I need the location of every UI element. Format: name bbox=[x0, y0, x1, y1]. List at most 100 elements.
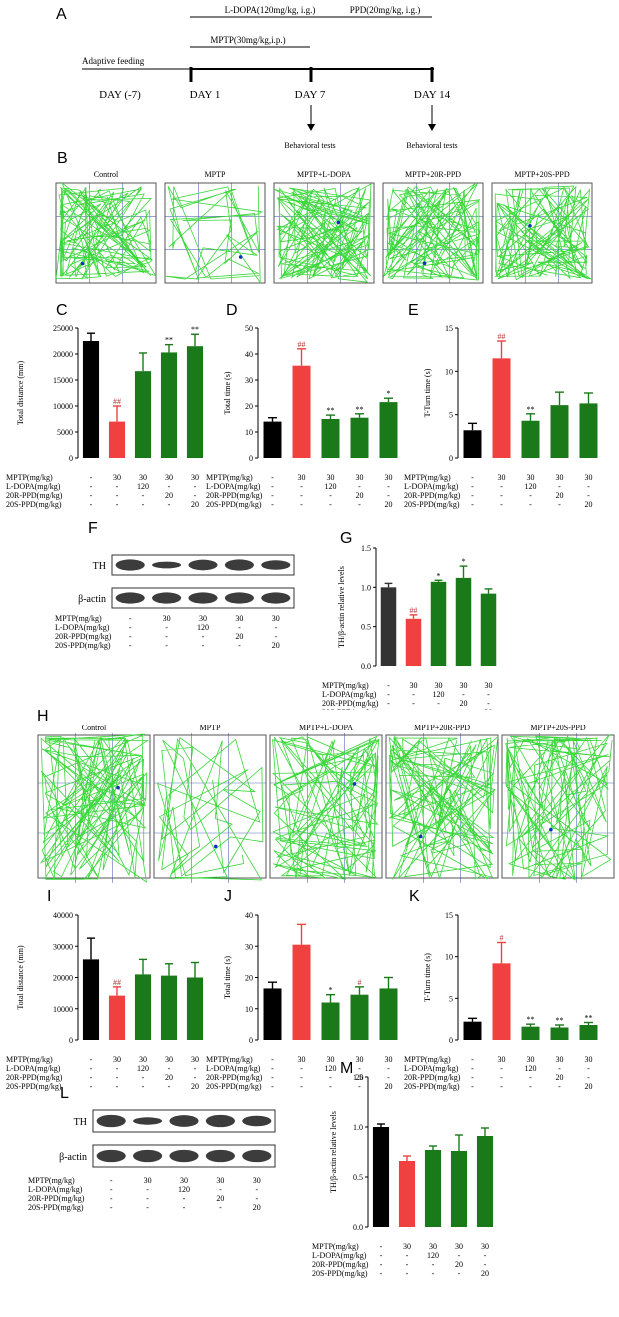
dose-value: 20 bbox=[556, 1073, 564, 1082]
significance-mark: ** bbox=[556, 1016, 564, 1025]
dose-value: - bbox=[529, 1082, 532, 1091]
dose-row-label: L-DOPA(mg/kg) bbox=[28, 1185, 83, 1194]
bar bbox=[463, 430, 482, 458]
adaptive-feeding-label: Adaptive feeding bbox=[82, 56, 145, 66]
track-plot bbox=[164, 182, 266, 284]
y-axis-label: Total time (s) bbox=[223, 956, 232, 999]
dose-value: 20 bbox=[385, 500, 393, 509]
dose-value: - bbox=[387, 1073, 390, 1082]
track-plot bbox=[491, 182, 593, 284]
dose-value: 120 bbox=[525, 1064, 537, 1073]
y-tick-label: 0 bbox=[449, 454, 453, 463]
dose-value: - bbox=[194, 1073, 197, 1082]
track-plot bbox=[385, 733, 499, 883]
dose-value: - bbox=[587, 482, 590, 491]
track-path bbox=[494, 185, 592, 281]
y-tick-label: 0.5 bbox=[361, 623, 371, 632]
dose-value: - bbox=[90, 1055, 93, 1064]
panel-label-d: D bbox=[226, 302, 238, 319]
bar bbox=[492, 963, 511, 1040]
dose-row-label: MPTP(mg/kg) bbox=[6, 473, 53, 482]
track-path bbox=[383, 183, 481, 281]
dose-row-label: 20S-PPD(mg/kg) bbox=[55, 641, 111, 650]
track-path bbox=[504, 734, 613, 881]
dose-row-label: 20S-PPD(mg/kg) bbox=[6, 500, 62, 509]
bar bbox=[579, 403, 598, 458]
dose-value: - bbox=[129, 641, 132, 650]
chart-m: 0.0 0.5 1.0 1.5 TH/β-actin relative levels MP… bbox=[312, 1073, 494, 1278]
significance-mark: ** bbox=[527, 405, 535, 414]
dose-value: - bbox=[146, 1194, 149, 1203]
dose-value: 30 bbox=[435, 681, 443, 690]
y-tick-label: 40 bbox=[245, 350, 253, 359]
dose-value: - bbox=[271, 1064, 274, 1073]
panel-label-j: J bbox=[224, 888, 232, 905]
significance-mark: ** bbox=[527, 1015, 535, 1024]
dose-row-label: 20S-PPD(mg/kg) bbox=[404, 1082, 460, 1091]
dose-value: - bbox=[165, 641, 168, 650]
dose-value: 20 bbox=[556, 491, 564, 500]
dose-value: 20 bbox=[191, 500, 199, 509]
dose-value: 30 bbox=[180, 1176, 188, 1185]
dose-value: - bbox=[116, 491, 119, 500]
dose-value: - bbox=[116, 482, 119, 491]
blot-band bbox=[224, 592, 254, 604]
y-tick-label: 1.0 bbox=[361, 583, 371, 592]
dose-value: - bbox=[437, 708, 440, 710]
y-tick-label: 30 bbox=[245, 376, 253, 385]
y-tick-label: 1.5 bbox=[361, 544, 371, 553]
dose-value: - bbox=[458, 1269, 461, 1278]
y-tick-label: 40 bbox=[245, 911, 253, 920]
dose-row-label: 20R-PPD(mg/kg) bbox=[206, 491, 263, 500]
bar bbox=[160, 975, 178, 1040]
dose-value: - bbox=[300, 500, 303, 509]
significance-mark: ## bbox=[113, 397, 121, 406]
dose-row-label: 20S-PPD(mg/kg) bbox=[206, 500, 262, 509]
dose-value: 30 bbox=[327, 1055, 335, 1064]
significance-mark: * bbox=[387, 389, 391, 398]
dose-value: - bbox=[484, 1260, 487, 1269]
dose-row-label: L-DOPA(mg/kg) bbox=[206, 1064, 261, 1073]
y-tick-label: 10 bbox=[245, 428, 253, 437]
dose-row-label: 20R-PPD(mg/kg) bbox=[28, 1194, 85, 1203]
panel-label-b: B bbox=[57, 150, 68, 167]
dose-value: 30 bbox=[163, 614, 171, 623]
dose-value: 30 bbox=[429, 1242, 437, 1251]
blot-band bbox=[152, 592, 182, 604]
y-tick-label: 0 bbox=[69, 454, 73, 463]
significance-mark: ## bbox=[410, 606, 418, 615]
y-axis-label: TH/β-actin relative levels bbox=[337, 566, 346, 648]
bar bbox=[160, 352, 178, 458]
dose-value: - bbox=[380, 1251, 383, 1260]
y-tick-label: 0.5 bbox=[353, 1173, 363, 1182]
dose-value: - bbox=[300, 1073, 303, 1082]
y-tick-label: 30 bbox=[245, 942, 253, 951]
dose-value: - bbox=[116, 1073, 119, 1082]
bar bbox=[521, 1026, 540, 1040]
track-title: MPTP+20R-PPD bbox=[414, 725, 470, 732]
dose-row-label: MPTP(mg/kg) bbox=[322, 681, 369, 690]
dose-row-label: 20R-PPD(mg/kg) bbox=[322, 699, 379, 708]
bar bbox=[82, 341, 100, 458]
dose-value: 30 bbox=[498, 473, 506, 482]
y-tick-label: 50 bbox=[245, 324, 253, 333]
dose-row-label: L-DOPA(mg/kg) bbox=[6, 1064, 61, 1073]
dose-value: 20 bbox=[481, 1269, 489, 1278]
y-tick-label: 20 bbox=[245, 402, 253, 411]
dose-value: - bbox=[142, 491, 145, 500]
dose-value: 30 bbox=[298, 1055, 306, 1064]
panel-label-i: I bbox=[47, 888, 52, 905]
dose-row-label: MPTP(mg/kg) bbox=[28, 1176, 75, 1185]
dose-value: - bbox=[274, 632, 277, 641]
dose-value: - bbox=[255, 1185, 258, 1194]
dose-value: 30 bbox=[199, 614, 207, 623]
dose-value: - bbox=[412, 699, 415, 708]
track-title: MPTP+L-DOPA bbox=[297, 170, 351, 179]
dose-value: - bbox=[142, 1073, 145, 1082]
blot-label: TH bbox=[74, 1117, 87, 1128]
dose-value: 120 bbox=[137, 482, 149, 491]
dose-row-label: MPTP(mg/kg) bbox=[55, 614, 102, 623]
bar bbox=[263, 988, 282, 1040]
blot-band bbox=[205, 1149, 235, 1163]
